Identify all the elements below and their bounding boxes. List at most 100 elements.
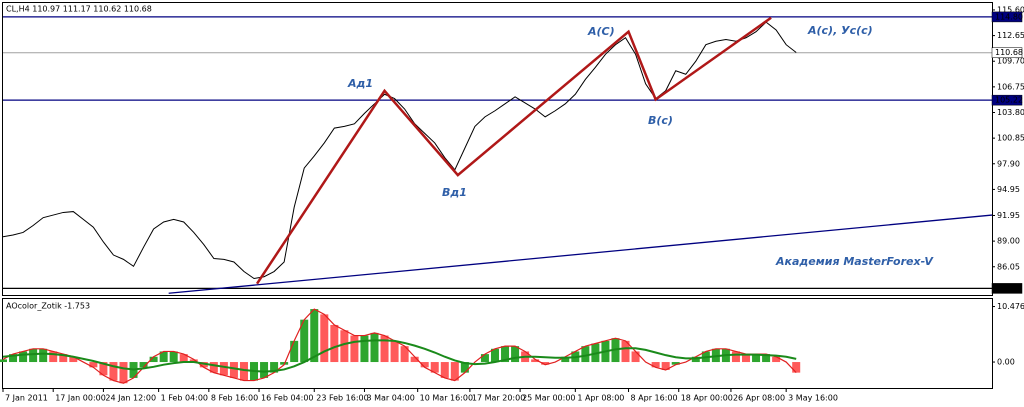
x-tick-label: 18 Apr 00:00 [681, 394, 733, 403]
x-tick-label: 17 Mar 20:00 [472, 394, 525, 403]
histogram-bar [59, 354, 68, 363]
histogram-bar [561, 356, 570, 363]
histogram-bar [0, 359, 7, 363]
price-level-label: 114.80 [995, 12, 1023, 21]
histogram-bar [39, 348, 48, 363]
x-tick-label: 3 May 16:00 [788, 394, 838, 403]
x-tick-label: 17 Jan 00:00 [55, 394, 106, 403]
histogram-bar [661, 362, 670, 370]
price-level-box [991, 283, 1023, 294]
price-level-label: 110.68 [995, 48, 1023, 57]
x-tick-label: 23 Feb 16:00 [316, 394, 368, 403]
histogram-bar [169, 351, 178, 363]
histogram-bar [19, 351, 28, 363]
histogram-bar [209, 362, 218, 373]
histogram-bar [731, 351, 740, 363]
y-tick-label: 0.00 [997, 358, 1015, 367]
histogram-bar [229, 362, 238, 378]
histogram-bar [109, 362, 118, 381]
histogram-bar [380, 335, 389, 363]
histogram-bar [490, 348, 499, 363]
histogram-bar [420, 362, 429, 368]
histogram-bar [219, 362, 228, 376]
histogram-bar [330, 324, 339, 363]
chart-title: CL,H4 110.97 111.17 110.62 110.68 [6, 5, 152, 14]
y-tick-label: 97.90 [997, 159, 1020, 168]
histogram-bar [501, 346, 510, 363]
y-tick-label: 89.00 [997, 237, 1020, 246]
histogram-bar [742, 354, 751, 363]
x-tick-label: 1 Feb 04:00 [161, 394, 208, 403]
x-tick-label: 8 Feb 16:00 [211, 394, 258, 403]
histogram-bar [350, 335, 359, 363]
histogram-bar [762, 354, 771, 363]
histogram-bar [9, 354, 18, 363]
histogram-bar [581, 346, 590, 363]
annotation: A(c), Ус(с) [807, 24, 873, 37]
histogram-bar [290, 340, 299, 363]
trend-line [168, 214, 993, 294]
histogram-bar [631, 351, 640, 363]
histogram-bar [400, 346, 409, 363]
histogram-bar [671, 362, 680, 365]
x-tick-label: 16 Feb 04:00 [261, 394, 313, 403]
x-tick-label: 8 Apr 16:00 [631, 394, 678, 403]
x-tick-label: 3 Mar 04:00 [366, 394, 414, 403]
x-tick-label: 7 Jan 2011 [5, 394, 48, 403]
annotation: B(c) [648, 114, 673, 127]
histogram-bar [410, 356, 419, 363]
histogram-bar [239, 362, 248, 381]
price-level-label: 83.56 [995, 284, 1018, 293]
x-tick-label: 25 Mar 00:00 [522, 394, 575, 403]
y-tick-label: 94.95 [997, 185, 1020, 194]
annotation: Ад1 [347, 77, 373, 90]
price-line [2, 21, 797, 280]
y-tick-label: 109.70 [997, 57, 1024, 66]
histogram-bar [270, 362, 279, 373]
x-tick-label: 10 Mar 16:00 [420, 394, 473, 403]
histogram-bar [360, 335, 369, 363]
histogram-bar [390, 340, 399, 363]
histogram-bar [260, 362, 269, 378]
histogram-bar [69, 356, 78, 363]
y-tick-label: 10.476 [997, 302, 1024, 311]
histogram-bar [159, 351, 168, 363]
histogram-bar [179, 354, 188, 363]
histogram-bar [541, 362, 550, 365]
y-tick-label: 91.95 [997, 211, 1020, 220]
annotation: Академия MasterForex-V [775, 255, 934, 268]
price-level-label: 105.22 [995, 96, 1023, 105]
main-pane [2, 2, 993, 296]
histogram-bar [752, 354, 761, 363]
price-level-box [991, 94, 1023, 106]
histogram-bar [691, 356, 700, 363]
histogram-bar [370, 332, 379, 363]
histogram-bar [300, 319, 309, 363]
annotation: A(C) [587, 25, 615, 38]
price-level-box [991, 11, 1023, 23]
price-level-box [991, 47, 1023, 58]
histogram-bar [511, 346, 520, 363]
histogram-bar [460, 362, 469, 373]
y-tick-label: 86.05 [997, 262, 1020, 271]
histogram-bar [149, 356, 158, 363]
indicator-title: AOcolor_Zotik -1.753 [6, 302, 90, 311]
y-tick-label: 115.60 [997, 5, 1024, 14]
histogram-bar [139, 362, 148, 368]
histogram-bar [430, 362, 439, 373]
histogram-bar [199, 362, 208, 368]
histogram-bar [89, 362, 98, 368]
histogram-bar [531, 359, 540, 363]
indicator-pane [2, 298, 993, 389]
histogram-bar [440, 362, 449, 378]
histogram-outline [2, 308, 797, 384]
signal-line [2, 339, 797, 373]
y-tick-label: 100.85 [997, 134, 1024, 143]
histogram-bar [480, 354, 489, 363]
y-tick-label: 106.75 [997, 82, 1024, 91]
histogram-bar [450, 362, 459, 381]
histogram-bar [310, 309, 319, 363]
histogram-bar [340, 330, 349, 363]
annotation: Вд1 [442, 186, 467, 199]
wave-line [255, 16, 772, 285]
